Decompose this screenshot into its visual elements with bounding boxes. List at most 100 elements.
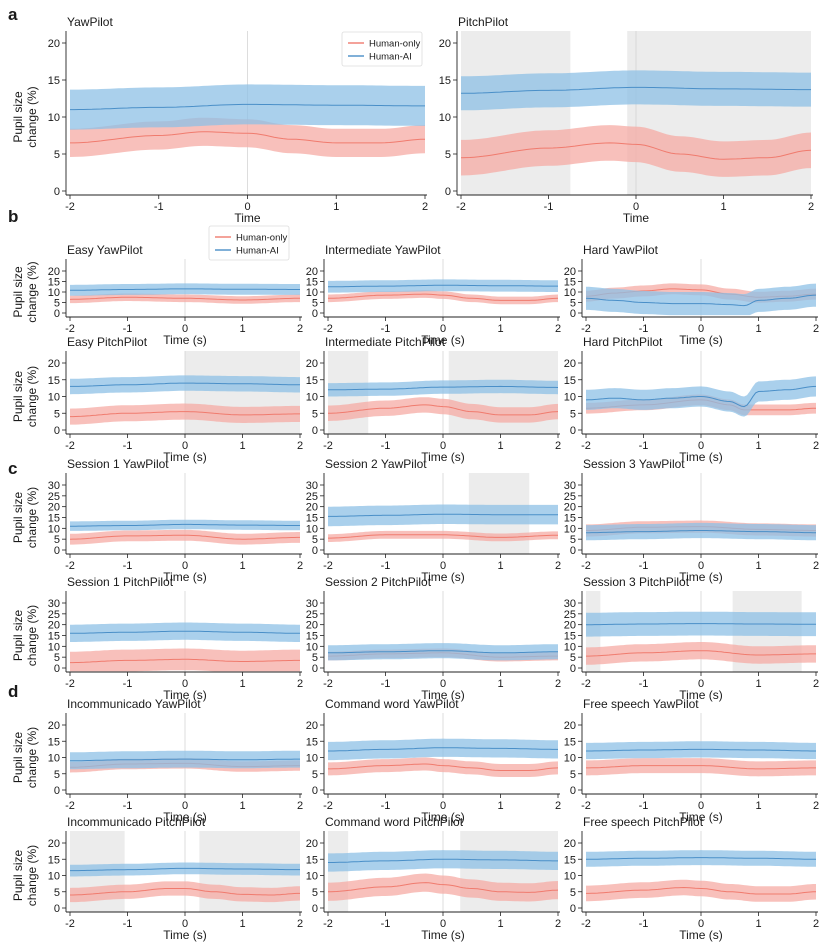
y-tick-label: 10 xyxy=(564,753,576,765)
series-line-human-ai xyxy=(328,747,558,752)
confidence-band-human-ai xyxy=(586,611,816,637)
x-tick-label: 2 xyxy=(813,323,819,335)
y-tick-label: 0 xyxy=(570,308,576,320)
confidence-band-human-only xyxy=(461,125,811,177)
confidence-band-human-only xyxy=(70,117,425,157)
confidence-band-human-ai xyxy=(586,850,816,867)
x-axis-label: Time (s) xyxy=(163,333,207,347)
x-tick-label: 0 xyxy=(182,440,188,452)
series-line-human-ai xyxy=(461,86,811,94)
series-line-human-only xyxy=(586,765,816,770)
series-line-human-ai xyxy=(70,103,425,111)
y-tick-label: 10 xyxy=(564,871,576,883)
y-tick-label: 10 xyxy=(48,523,60,535)
y-axis-label-line-1: Pupil size xyxy=(11,609,25,661)
y-tick-label: 0 xyxy=(54,425,60,437)
x-tick-label: 0 xyxy=(440,918,446,930)
x-axis-label: Time (s) xyxy=(163,810,207,824)
y-tick-label: 15 xyxy=(48,854,60,866)
subplot-title: Intermediate PitchPilot xyxy=(325,335,446,349)
subplot-title: Hard PitchPilot xyxy=(583,335,663,349)
subplot-free-speech-pitchpilot: 0 5 10 15 20 -2 -1 0 1 2 Time (s) Free speech Pitch… xyxy=(564,815,819,942)
y-tick-label: 15 xyxy=(564,277,576,289)
x-axis-label: Time (s) xyxy=(421,928,465,942)
x-tick-label: -1 xyxy=(123,800,133,812)
y-tick-label: 5 xyxy=(570,298,576,310)
legend-label-human-ai: Human-AI xyxy=(369,52,412,63)
x-tick-label: -2 xyxy=(581,560,591,572)
confidence-band-human-only xyxy=(328,757,558,777)
y-tick-label: 10 xyxy=(564,523,576,535)
y-tick-label: 30 xyxy=(306,480,318,492)
panel-letters: a b c d xyxy=(8,5,18,701)
series-line-human-only xyxy=(69,296,300,301)
x-tick-label: -1 xyxy=(544,201,554,213)
x-tick-label: -2 xyxy=(65,440,75,452)
x-tick-label: -2 xyxy=(581,678,591,690)
y-tick-label: 0 xyxy=(54,545,60,557)
x-tick-label: -2 xyxy=(581,440,591,452)
y-tick-label: 5 xyxy=(54,149,60,161)
x-axis-label: Time (s) xyxy=(163,450,207,464)
y-tick-label: 20 xyxy=(306,358,318,370)
series-line-human-only xyxy=(327,404,559,416)
x-tick-label: 2 xyxy=(555,918,561,930)
y-tick-label: 0 xyxy=(54,785,60,797)
series-line-human-only xyxy=(328,293,559,301)
confidence-band-human-only xyxy=(328,530,558,542)
legend: Human-only Human-AI xyxy=(208,225,290,261)
y-tick-label: 20 xyxy=(306,266,318,278)
y-axis-label-line-1: Pupil size xyxy=(11,849,25,901)
series-line-human-ai xyxy=(585,857,817,860)
panel-letter-b: b xyxy=(8,207,18,226)
y-tick-label: 0 xyxy=(54,186,60,198)
y-tick-label: 25 xyxy=(564,609,576,621)
x-tick-label: 1 xyxy=(755,918,761,930)
subplot-command-word-yawpilot: 0 5 10 15 20 -2 -1 0 1 2 Time (s) Command word YawP… xyxy=(306,697,561,824)
series-line-human-ai xyxy=(586,530,816,534)
y-tick-label: 0 xyxy=(54,903,60,915)
x-tick-label: -2 xyxy=(323,800,333,812)
y-tick-label: 10 xyxy=(306,287,318,299)
x-axis-label: Time (s) xyxy=(163,928,207,942)
x-tick-label: -1 xyxy=(639,440,649,452)
x-tick-label: 0 xyxy=(440,678,446,690)
y-tick-label: 0 xyxy=(312,545,318,557)
x-tick-label: -1 xyxy=(639,678,649,690)
x-tick-label: 2 xyxy=(297,440,303,452)
y-tick-label: 10 xyxy=(564,392,576,404)
y-axis-label-line-1: Pupil size xyxy=(11,370,25,422)
x-axis-label: Time (s) xyxy=(163,688,207,702)
series-line-human-ai xyxy=(328,385,559,391)
y-tick-label: 25 xyxy=(306,491,318,503)
x-tick-label: -2 xyxy=(323,560,333,572)
y-axis-label-line-1: Pupil size xyxy=(11,731,25,783)
y-tick-label: 30 xyxy=(48,480,60,492)
y-tick-label: 15 xyxy=(48,375,60,387)
series-line-human-ai xyxy=(69,758,300,762)
subplot-title: Free speech YawPilot xyxy=(583,697,699,711)
confidence-band-human-ai xyxy=(70,84,425,130)
confidence-band-human-ai xyxy=(586,741,816,760)
confidence-band-human-only xyxy=(328,397,558,423)
y-tick-label: 0 xyxy=(445,186,451,198)
x-tick-label: -2 xyxy=(456,201,466,213)
x-tick-label: 0 xyxy=(698,440,704,452)
x-tick-label: -2 xyxy=(323,918,333,930)
y-tick-label: 20 xyxy=(564,502,576,514)
y-tick-label: 5 xyxy=(570,408,576,420)
series-line-human-ai xyxy=(586,623,816,626)
x-tick-label: 2 xyxy=(813,560,819,572)
x-axis-label: Time (s) xyxy=(679,570,723,584)
x-tick-label: 2 xyxy=(422,201,428,213)
y-tick-label: 5 xyxy=(54,652,60,664)
y-axis-label-line-1: Pupil size xyxy=(11,266,25,318)
x-tick-label: 1 xyxy=(239,560,245,572)
y-tick-label: 5 xyxy=(54,408,60,420)
y-axis-label-line-2: change (%) xyxy=(25,727,39,788)
